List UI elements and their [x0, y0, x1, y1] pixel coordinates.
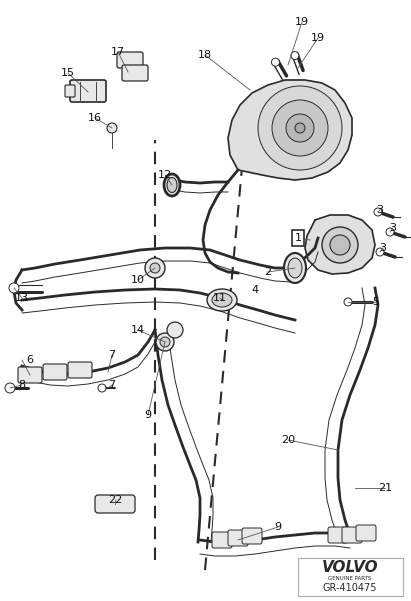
- Text: 18: 18: [198, 50, 212, 60]
- Circle shape: [156, 333, 174, 351]
- FancyBboxPatch shape: [356, 525, 376, 541]
- Text: 14: 14: [131, 325, 145, 335]
- FancyBboxPatch shape: [43, 364, 67, 380]
- Text: 1: 1: [295, 233, 302, 243]
- Text: 3: 3: [379, 243, 386, 253]
- Circle shape: [107, 123, 117, 133]
- Text: 3: 3: [376, 205, 383, 215]
- Circle shape: [295, 123, 305, 133]
- Text: 5: 5: [372, 297, 379, 307]
- Text: 3: 3: [390, 223, 397, 233]
- Text: 2: 2: [264, 267, 272, 277]
- Text: 6: 6: [26, 355, 34, 365]
- Ellipse shape: [167, 177, 177, 192]
- FancyBboxPatch shape: [328, 527, 348, 543]
- Circle shape: [386, 228, 394, 236]
- Text: 15: 15: [61, 68, 75, 78]
- Text: 4: 4: [252, 285, 259, 295]
- Text: 7: 7: [109, 350, 115, 360]
- Text: 17: 17: [111, 47, 125, 57]
- Text: 16: 16: [88, 113, 102, 123]
- Text: 19: 19: [295, 17, 309, 27]
- Text: 19: 19: [311, 33, 325, 43]
- FancyBboxPatch shape: [122, 65, 148, 81]
- Ellipse shape: [284, 253, 306, 283]
- Circle shape: [150, 263, 160, 273]
- Circle shape: [167, 322, 183, 338]
- Text: GR-410475: GR-410475: [323, 583, 377, 593]
- Ellipse shape: [207, 289, 237, 311]
- Circle shape: [258, 86, 342, 170]
- Ellipse shape: [164, 174, 180, 196]
- Circle shape: [272, 100, 328, 156]
- Text: 7: 7: [109, 380, 115, 390]
- Circle shape: [330, 235, 350, 255]
- Circle shape: [160, 337, 170, 347]
- Circle shape: [5, 383, 15, 393]
- Circle shape: [145, 258, 165, 278]
- FancyBboxPatch shape: [95, 495, 135, 513]
- Text: 10: 10: [131, 275, 145, 285]
- FancyBboxPatch shape: [242, 528, 262, 544]
- Polygon shape: [228, 80, 352, 180]
- Circle shape: [376, 248, 384, 256]
- Text: 9: 9: [275, 522, 282, 532]
- Circle shape: [98, 384, 106, 392]
- FancyBboxPatch shape: [117, 52, 143, 68]
- FancyBboxPatch shape: [68, 362, 92, 378]
- Text: 20: 20: [281, 435, 295, 445]
- Ellipse shape: [288, 258, 302, 278]
- Circle shape: [291, 52, 299, 59]
- Circle shape: [344, 298, 352, 306]
- Circle shape: [9, 283, 19, 293]
- Text: 21: 21: [378, 483, 392, 493]
- FancyBboxPatch shape: [65, 85, 75, 97]
- Polygon shape: [305, 215, 375, 274]
- FancyBboxPatch shape: [228, 530, 248, 546]
- FancyBboxPatch shape: [18, 367, 42, 383]
- Text: GENUINE PARTS: GENUINE PARTS: [328, 576, 372, 581]
- Text: 22: 22: [108, 495, 122, 505]
- Text: 13: 13: [15, 293, 29, 303]
- FancyBboxPatch shape: [212, 532, 232, 548]
- FancyBboxPatch shape: [342, 527, 362, 543]
- Circle shape: [272, 58, 279, 66]
- FancyBboxPatch shape: [298, 558, 403, 596]
- Text: 8: 8: [18, 380, 25, 390]
- Circle shape: [322, 227, 358, 263]
- Text: 12: 12: [158, 170, 172, 180]
- Text: VOLVO: VOLVO: [322, 561, 378, 576]
- Circle shape: [286, 114, 314, 142]
- Text: 11: 11: [213, 293, 227, 303]
- Ellipse shape: [212, 293, 232, 307]
- Text: 9: 9: [144, 410, 152, 420]
- FancyBboxPatch shape: [70, 80, 106, 102]
- Circle shape: [374, 208, 382, 216]
